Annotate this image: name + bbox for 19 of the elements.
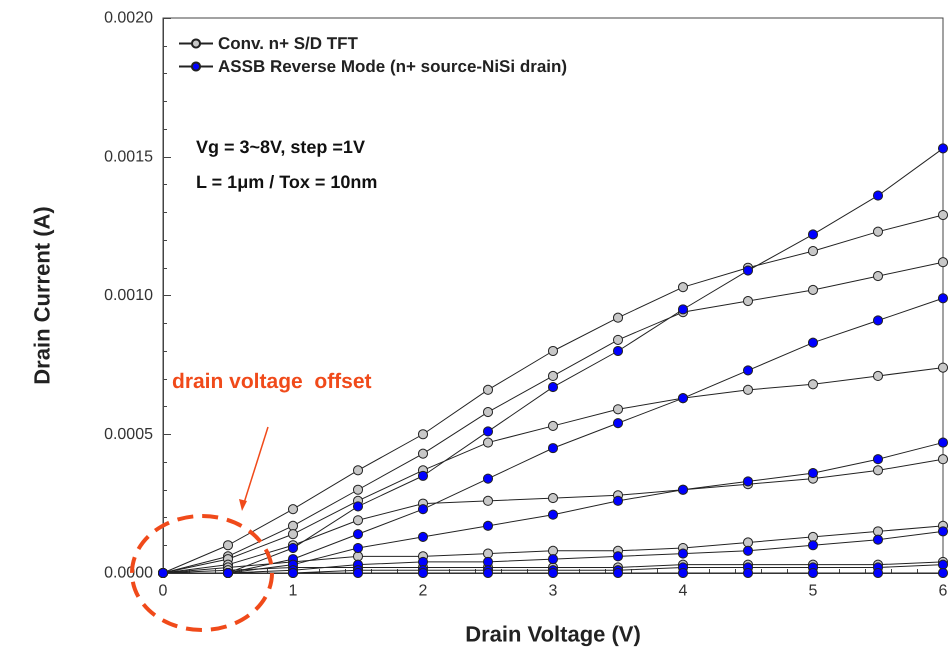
- x-tick-label: 0: [158, 582, 168, 600]
- y-axis-title: Drain Current (A): [30, 206, 54, 385]
- x-tick-label: 1: [288, 582, 298, 600]
- y-tick-label: 0.0015: [104, 148, 154, 166]
- x-tick-label: 5: [808, 582, 818, 600]
- y-tick-label: 0.0010: [104, 287, 154, 304]
- x-tick-label: 3: [548, 582, 558, 600]
- annotation: Vg = 3~8V, step =1V: [196, 137, 365, 157]
- x-tick-label: 4: [678, 582, 688, 600]
- x-tick-label: 2: [418, 582, 428, 600]
- y-tick-label: 0.0005: [104, 426, 154, 443]
- y-tick-label: 0.0000: [104, 564, 154, 582]
- legend-label: ASSB Reverse Mode (n+ source-NiSi drain): [218, 57, 568, 76]
- x-axis-title: Drain Voltage (V): [465, 622, 641, 646]
- annotation: drain voltage offset: [172, 370, 372, 393]
- annotation: L = 1μm / Tox = 10nm: [196, 172, 378, 192]
- x-tick-label: 6: [938, 582, 948, 600]
- y-tick-label: 0.0020: [104, 10, 154, 26]
- legend-label: Conv. n+ S/D TFT: [218, 34, 359, 53]
